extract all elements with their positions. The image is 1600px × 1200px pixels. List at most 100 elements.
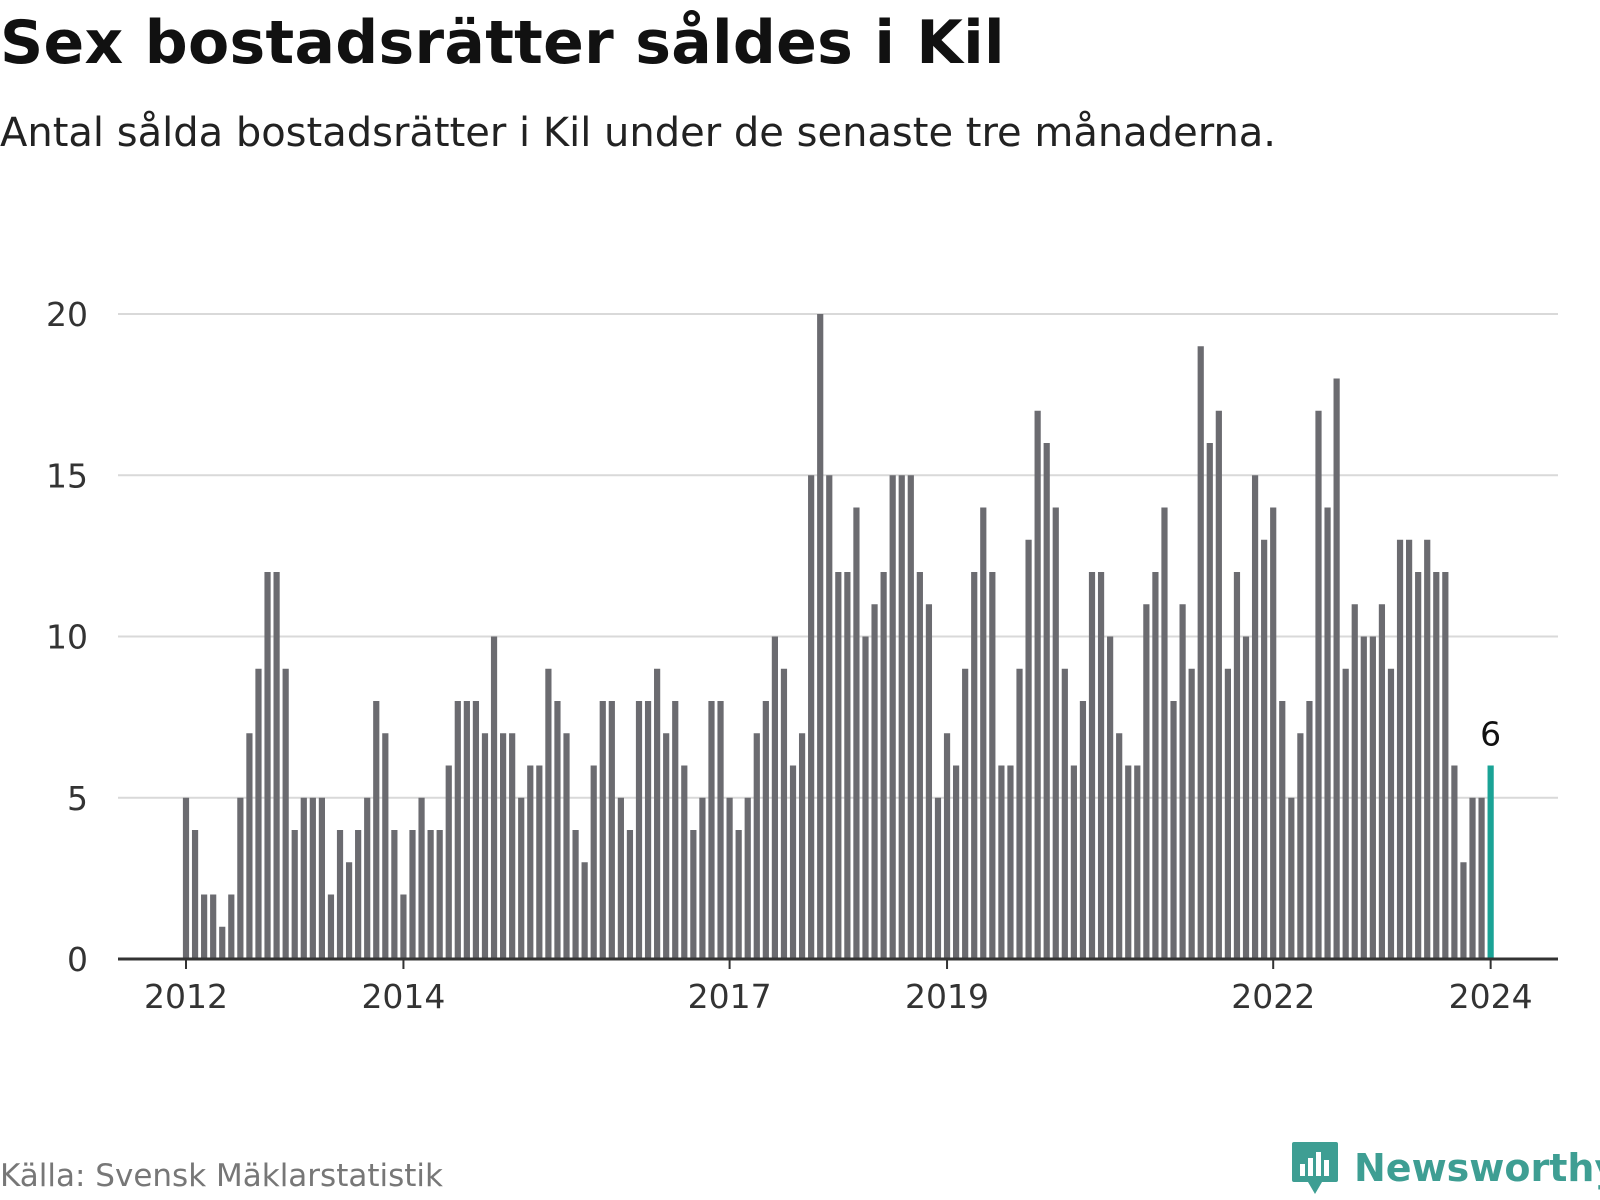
bar [1170, 701, 1177, 959]
bar [907, 475, 914, 959]
bar [563, 733, 570, 959]
bar [1478, 797, 1485, 959]
bar [817, 314, 824, 959]
bar [1215, 410, 1222, 959]
bar [663, 733, 670, 959]
bar [1025, 539, 1032, 959]
bar [681, 765, 688, 959]
bar [953, 765, 960, 959]
bar [962, 668, 969, 959]
chart-subtitle: Antal sålda bostadsrätter i Kil under de… [0, 110, 1277, 156]
bar [391, 830, 398, 959]
bar [998, 765, 1005, 959]
bar [1270, 507, 1277, 959]
bar [1070, 765, 1077, 959]
bar [853, 507, 860, 959]
bar [490, 636, 498, 959]
bar [590, 765, 597, 959]
bar-chart: 0 5 10 15 20 2012 2014 2017 2019 2022 2024 6 [46, 295, 1558, 1016]
y-tick-label: 0 [67, 940, 88, 979]
bar [835, 572, 842, 959]
bar [318, 797, 325, 959]
bar [382, 733, 389, 959]
bar [1261, 539, 1268, 959]
bar [572, 830, 579, 959]
bar [644, 701, 652, 959]
bar [789, 765, 797, 959]
bar [255, 668, 262, 959]
bar [445, 765, 452, 959]
bar [1378, 604, 1386, 959]
bar [436, 830, 443, 959]
x-tick-label: 2024 [1449, 977, 1533, 1016]
bar [690, 830, 697, 959]
bar [1088, 572, 1096, 959]
y-axis-ticks: 0 5 10 15 20 [46, 295, 88, 979]
bar [1251, 475, 1259, 959]
x-tick-label: 2012 [144, 977, 228, 1016]
y-tick-label: 10 [46, 618, 88, 657]
bar-highlight [1487, 765, 1494, 959]
bar [1396, 539, 1404, 959]
bar [345, 862, 353, 959]
bar [1125, 765, 1132, 959]
bar [219, 926, 226, 959]
bar [1043, 443, 1050, 959]
bar [762, 701, 769, 959]
bar [1351, 604, 1358, 959]
bar [581, 862, 588, 959]
bar [1333, 378, 1340, 959]
bar [1415, 572, 1422, 959]
bar [228, 894, 235, 959]
bar [744, 797, 751, 959]
chart-title: Sex bostadsrätter såldes i Kil [0, 8, 1005, 78]
bar [1306, 701, 1313, 959]
bar [1206, 443, 1213, 959]
bar [971, 572, 978, 959]
bar [509, 733, 516, 959]
bar [246, 733, 253, 959]
bar [780, 668, 788, 959]
bar [237, 797, 244, 959]
bar [1197, 346, 1204, 959]
bar [273, 572, 280, 959]
bar [735, 830, 742, 959]
bar [418, 797, 425, 959]
bar [1161, 507, 1168, 959]
y-tick-label: 15 [46, 456, 88, 495]
bar [1442, 572, 1449, 959]
brand-logo: Newsworthy [1290, 1140, 1600, 1196]
bar [1288, 797, 1295, 959]
bar [536, 765, 543, 959]
bar [1360, 636, 1367, 959]
bar [1134, 765, 1141, 959]
bar [1152, 572, 1159, 959]
bar [427, 830, 434, 959]
y-tick-label: 5 [67, 779, 88, 818]
bar [1242, 636, 1250, 959]
bar [599, 701, 606, 959]
bar [1406, 539, 1413, 959]
bar [1297, 733, 1304, 959]
bar [210, 894, 217, 959]
bar [1007, 765, 1014, 959]
bar [481, 733, 489, 959]
bars [182, 314, 1494, 959]
bar [844, 572, 851, 959]
bar [1342, 668, 1349, 959]
bar [862, 636, 869, 959]
bar [1387, 668, 1395, 959]
bar [1143, 604, 1150, 959]
bar [1233, 572, 1241, 959]
bar [1016, 668, 1023, 959]
bar [1324, 507, 1331, 959]
bar [1034, 410, 1041, 959]
bar [1224, 668, 1231, 959]
bar [373, 701, 380, 959]
bar [1116, 733, 1123, 959]
bar [500, 733, 507, 959]
bar [1179, 604, 1186, 959]
bar [699, 797, 706, 959]
bar [925, 604, 933, 959]
bar [798, 733, 806, 959]
